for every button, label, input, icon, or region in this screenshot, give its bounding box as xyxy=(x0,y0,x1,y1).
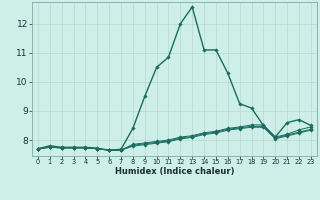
X-axis label: Humidex (Indice chaleur): Humidex (Indice chaleur) xyxy=(115,167,234,176)
